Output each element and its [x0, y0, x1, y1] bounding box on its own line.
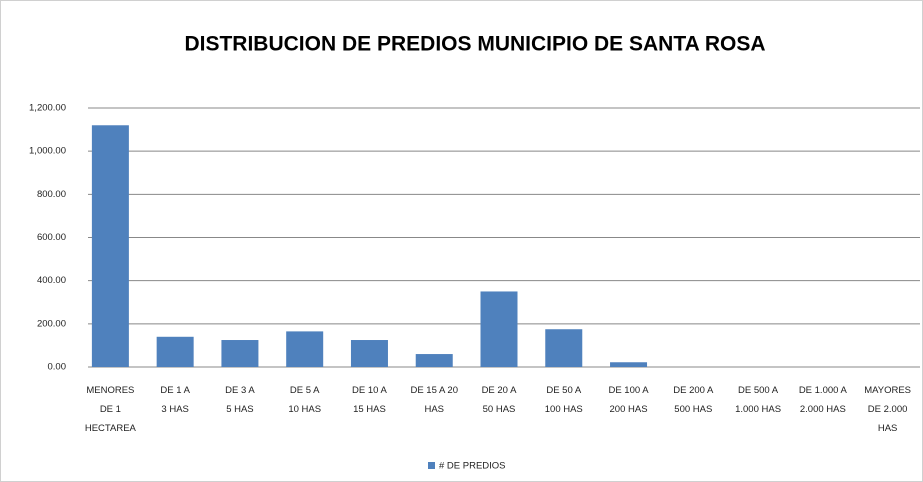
- bar: [610, 362, 648, 367]
- x-tick-label: DE 15 A 20 HAS: [410, 385, 458, 415]
- y-tick-label: 1,200.00: [29, 103, 66, 114]
- x-tick-label: DE 10 A 15 HAS: [352, 385, 388, 415]
- y-tick-label: 200.00: [37, 318, 66, 329]
- x-tick-label: DE 1.000 A 2.000 HAS: [799, 385, 848, 415]
- x-tick-label: DE 5 A 10 HAS: [288, 385, 321, 415]
- bar: [350, 340, 388, 367]
- x-tick-label: MENORES DE 1 HECTAREA: [85, 385, 137, 434]
- x-tick-label: DE 100 A 200 HAS: [608, 385, 649, 415]
- legend-swatch: [428, 462, 435, 469]
- y-tick-label: 800.00: [37, 189, 66, 200]
- bar: [480, 291, 518, 367]
- y-tick-label: 0.00: [48, 362, 67, 373]
- bar: [221, 340, 259, 367]
- y-tick-label: 1,000.00: [29, 146, 66, 157]
- bar: [91, 125, 129, 368]
- bar: [286, 331, 324, 367]
- x-tick-label: DE 20 A 50 HAS: [482, 385, 518, 415]
- bar: [156, 336, 194, 367]
- bar: [545, 329, 583, 367]
- x-tick-label: MAYORES DE 2.000 HAS: [864, 385, 911, 434]
- y-tick-label: 400.00: [37, 275, 66, 286]
- chart-title: DISTRIBUCION DE PREDIOS MUNICIPIO DE SAN…: [184, 33, 765, 56]
- bar: [415, 354, 453, 367]
- legend-label: # DE PREDIOS: [439, 461, 506, 472]
- x-tick-label: DE 500 A 1.000 HAS: [735, 385, 781, 415]
- y-tick-label: 600.00: [37, 232, 66, 243]
- x-tick-label: DE 50 A 100 HAS: [545, 385, 583, 415]
- x-tick-label: DE 200 A 500 HAS: [673, 385, 714, 415]
